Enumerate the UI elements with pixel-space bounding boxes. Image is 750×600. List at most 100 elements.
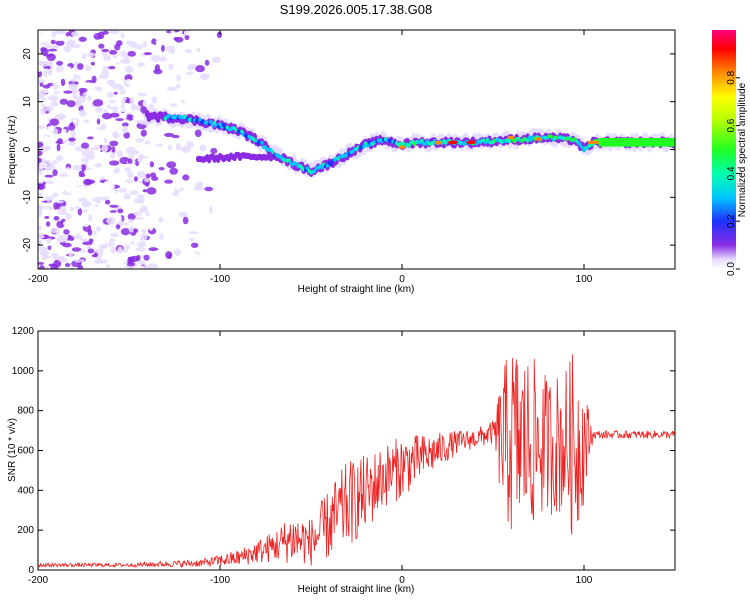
noise-blob	[89, 147, 100, 151]
noise-blob	[128, 41, 138, 49]
noise-blob	[71, 31, 80, 37]
y-tick-label: 800	[17, 406, 34, 417]
noise-blob	[72, 92, 78, 100]
noise-blob	[137, 92, 148, 97]
noise-blob	[74, 259, 82, 263]
noise-blob	[85, 262, 91, 268]
ridge-core	[167, 113, 171, 118]
noise-blob	[130, 103, 137, 111]
spectrogram-x-label: Height of straight line (km)	[298, 284, 415, 295]
x-tick-label: 0	[399, 274, 405, 285]
noise-blob	[109, 160, 120, 166]
noise-blob	[42, 84, 51, 89]
noise-blob	[184, 34, 190, 41]
noise-blob	[100, 123, 107, 130]
noise-blob	[53, 215, 60, 221]
noise-blob	[109, 140, 119, 147]
noise-blob	[41, 136, 50, 140]
noise-blob	[63, 45, 72, 53]
noise-blob	[46, 196, 51, 203]
ridge-core	[287, 158, 291, 163]
noise-blob	[38, 262, 45, 265]
noise-blob	[111, 146, 116, 154]
noise-blob	[124, 244, 130, 250]
noise-blob	[120, 108, 126, 113]
noise-blob	[90, 62, 95, 66]
x-tick-label: -100	[210, 274, 230, 285]
noise-blob	[120, 228, 131, 236]
noise-blob	[113, 91, 118, 95]
spectrogram-marks	[38, 30, 675, 269]
noise-blob	[87, 95, 92, 102]
noise-blob	[114, 43, 121, 51]
noise-blob	[38, 162, 48, 169]
noise-blob	[155, 143, 164, 147]
noise-blob	[165, 45, 175, 53]
x-tick-label: 100	[576, 274, 593, 285]
noise-blob	[144, 140, 151, 145]
noise-blob	[154, 64, 161, 72]
noise-blob	[182, 174, 190, 181]
noise-blob	[46, 180, 54, 185]
noise-blob	[55, 200, 64, 204]
noise-blob	[167, 144, 173, 151]
noise-blob	[188, 231, 199, 235]
colorbar-ticks: 0.0 0.2 0.4 0.6 0.8	[726, 70, 740, 276]
ridge-core	[260, 140, 264, 145]
noise-blob	[121, 122, 129, 127]
noise-blob	[49, 118, 60, 126]
noise-blob	[110, 106, 119, 111]
noise-blob	[70, 129, 77, 138]
noise-blob	[80, 249, 86, 253]
noise-blob	[56, 60, 64, 66]
x-tick-label: 100	[576, 575, 593, 586]
noise-blob	[209, 49, 214, 58]
noise-blob	[52, 192, 59, 198]
colorbar-label: Normalized spectral amplitude	[737, 82, 748, 217]
noise-blob	[125, 178, 134, 184]
noise-blob	[47, 95, 59, 102]
noise-blob	[53, 175, 62, 182]
ridge-core	[549, 134, 553, 139]
hot-spot	[593, 140, 601, 145]
noise-blob	[101, 254, 106, 261]
noise-blob	[125, 78, 132, 84]
noise-blob	[133, 211, 143, 217]
noise-blob	[128, 153, 135, 160]
noise-blob	[65, 146, 71, 153]
snr-panel: -200 -100 0 100 0 200 400 600 800 1000 1200 Heigh…	[7, 326, 676, 595]
noise-blob	[169, 167, 178, 175]
noise-blob	[193, 41, 198, 47]
y-tick-label: 0	[28, 565, 34, 576]
noise-blob	[43, 69, 52, 74]
noise-blob	[193, 186, 205, 191]
noise-blob	[71, 51, 77, 57]
noise-blob	[82, 209, 88, 213]
noise-blob	[159, 193, 167, 201]
hot-spot	[587, 140, 595, 145]
noise-blob	[116, 150, 123, 158]
noise-blob	[38, 45, 43, 49]
noise-blob	[172, 190, 180, 197]
noise-blob	[74, 146, 85, 152]
noise-blob	[136, 171, 146, 179]
noise-blob	[166, 86, 178, 92]
noise-blob	[65, 66, 72, 70]
noise-blob	[43, 32, 52, 39]
noise-blob	[129, 96, 135, 105]
noise-blob	[108, 238, 116, 243]
noise-blob	[76, 186, 87, 192]
noise-blob	[44, 215, 50, 220]
noise-blob	[40, 107, 46, 115]
noise-blob	[125, 65, 134, 74]
noise-blob	[185, 48, 192, 54]
noise-blob	[92, 99, 104, 107]
noise-blob	[198, 84, 207, 89]
noise-blob	[69, 226, 79, 233]
y-tick-label: 600	[17, 446, 34, 457]
noise-blob	[90, 41, 98, 46]
ridge-core	[240, 129, 244, 134]
ridge-core	[218, 122, 222, 127]
noise-blob	[194, 129, 202, 138]
noise-blob	[62, 242, 72, 248]
